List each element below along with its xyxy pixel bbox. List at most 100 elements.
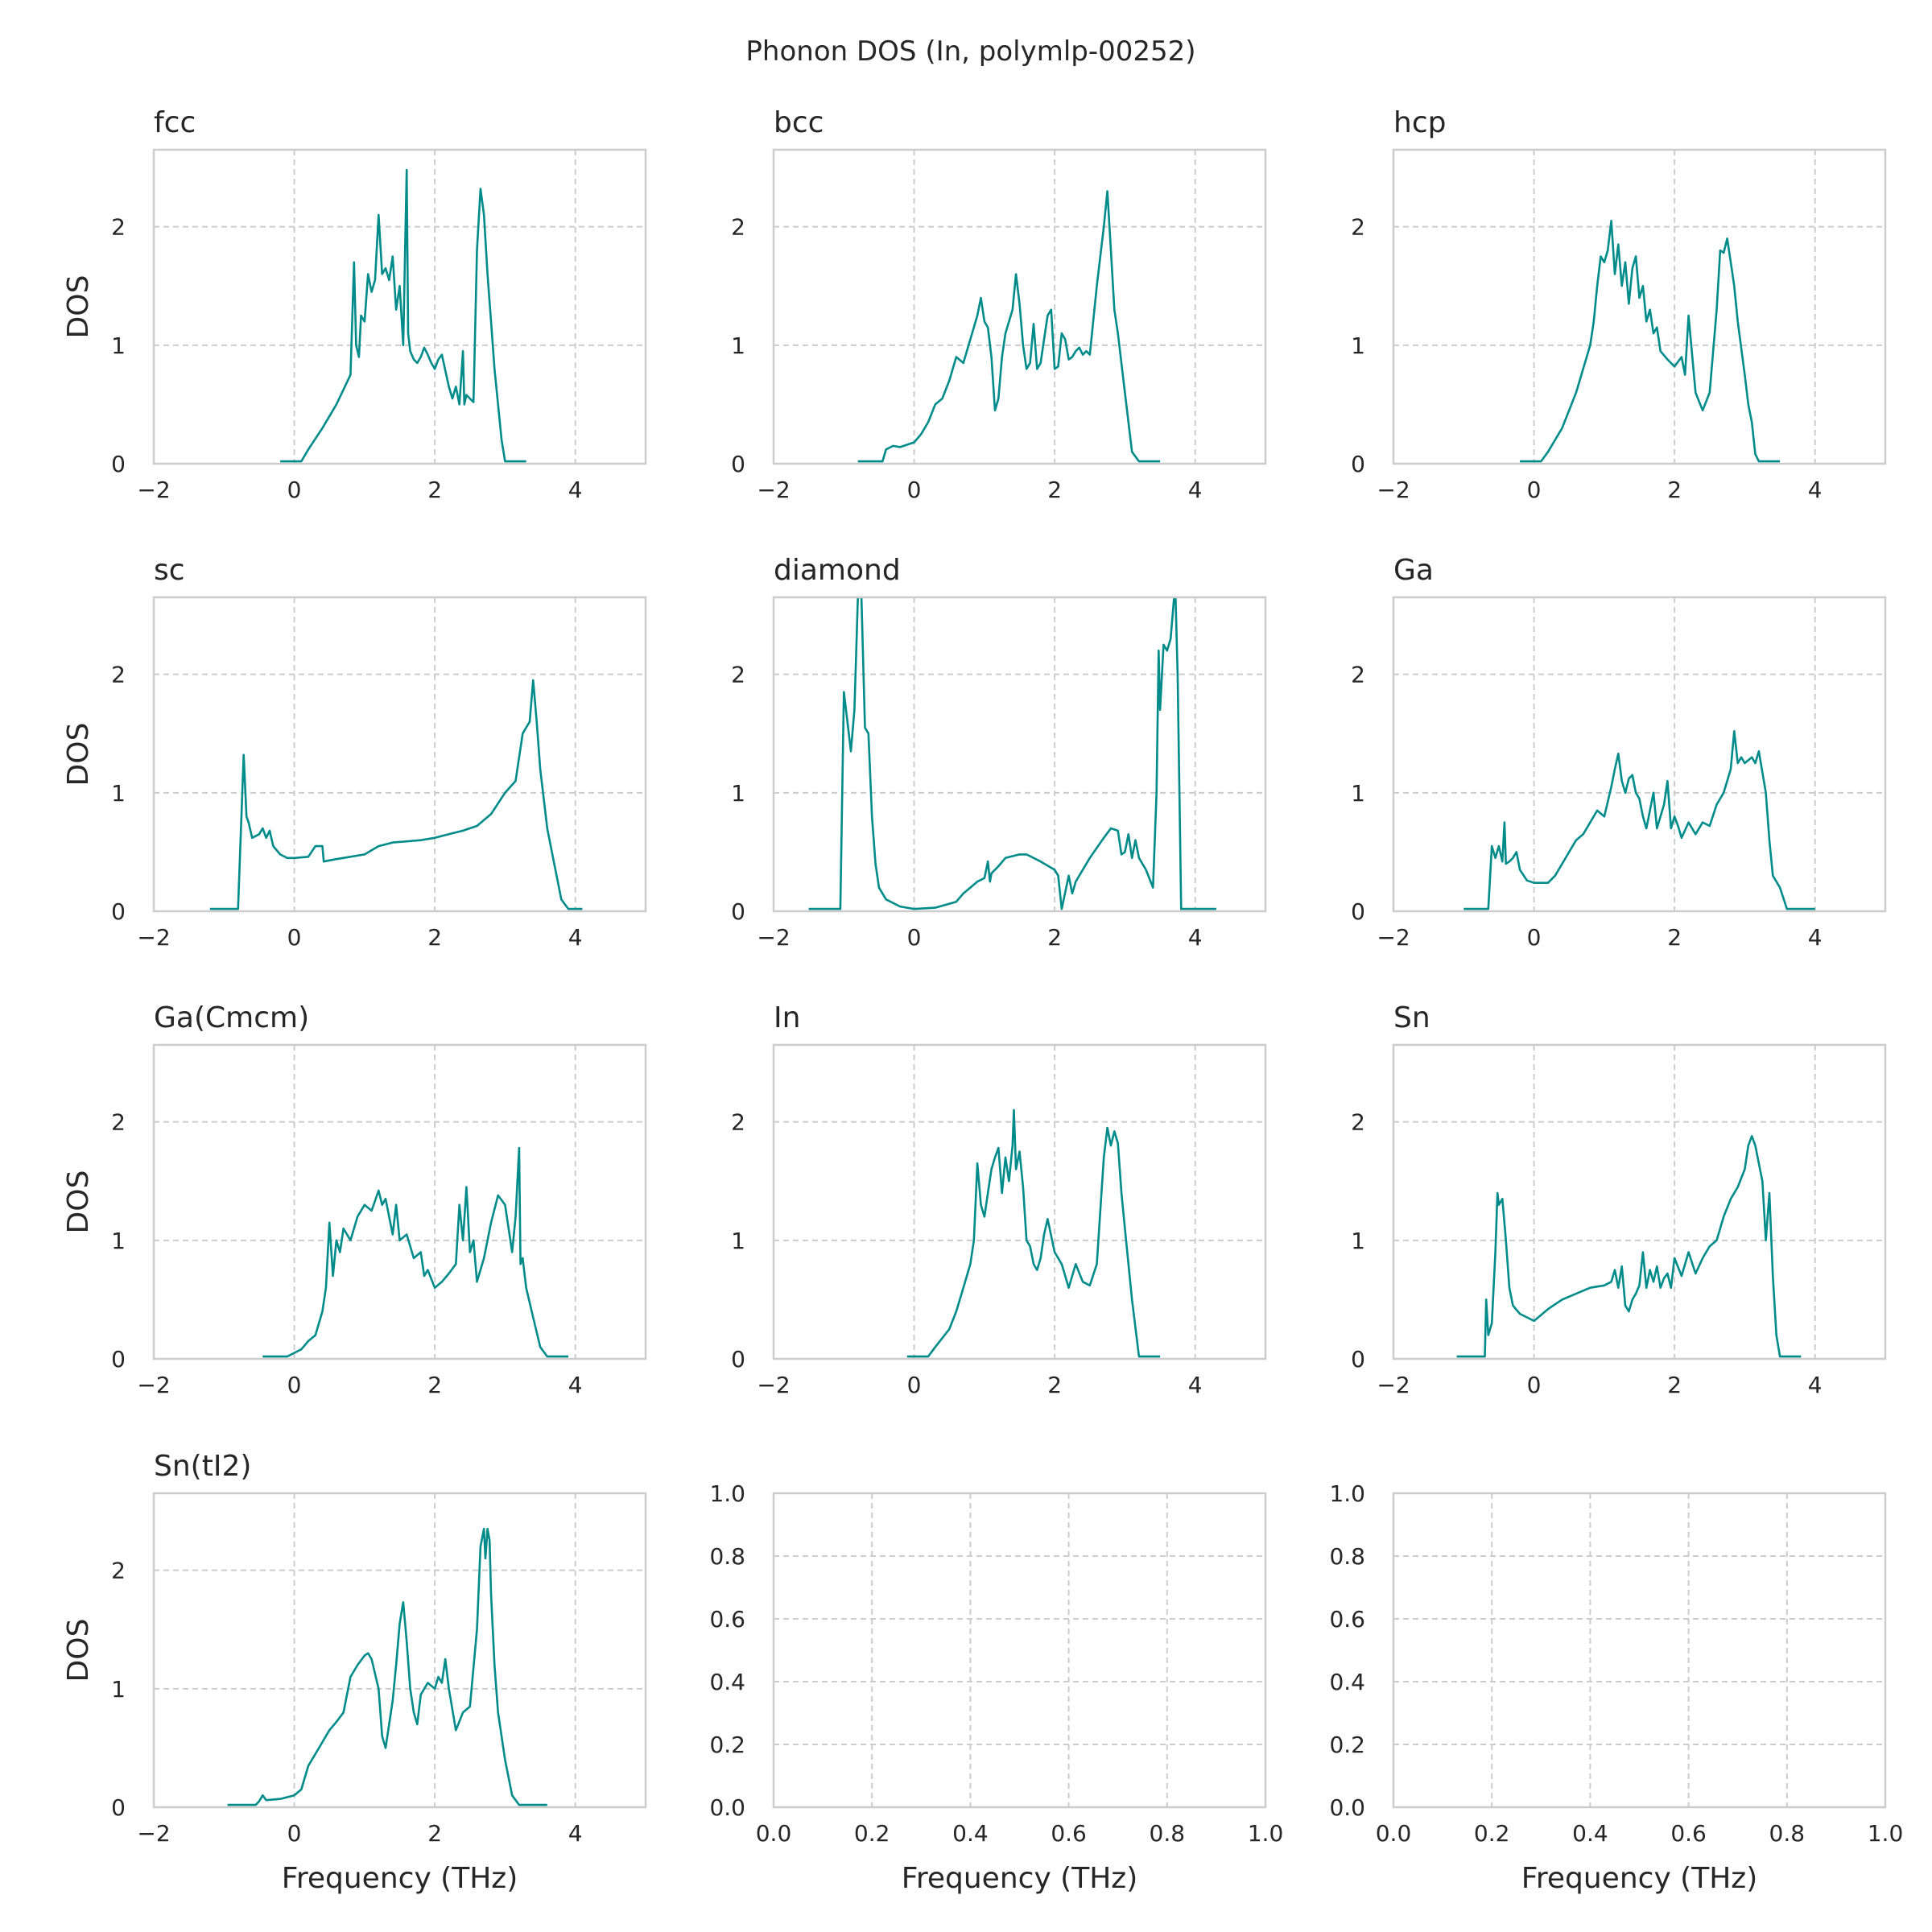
axes-frame (772, 1492, 1267, 1809)
subplot-title: hcp (1393, 106, 1446, 139)
x-tick-label: 2 (427, 477, 442, 503)
y-tick-label: 2 (1351, 662, 1365, 688)
dos-line (1520, 219, 1781, 463)
x-tick-label: −2 (137, 1372, 170, 1398)
axes-frame (1392, 596, 1887, 913)
y-tick-label: 0 (1351, 898, 1365, 925)
y-tick-label: 0.4 (1329, 1669, 1365, 1695)
x-tick-label: 4 (1188, 924, 1203, 951)
x-tick-label: 1.0 (1868, 1820, 1904, 1847)
x-tick-label: 0 (287, 477, 302, 503)
axes-frame (1392, 148, 1887, 465)
dos-line (857, 190, 1161, 463)
axes-frame (1392, 1492, 1887, 1809)
y-tick-label: 2 (731, 214, 745, 241)
y-tick-label: 0.6 (709, 1606, 745, 1633)
y-axis-label: DOS (62, 723, 95, 786)
x-tick-label: −2 (757, 924, 790, 951)
x-tick-label: −2 (137, 477, 170, 503)
y-axis-label: DOS (62, 1170, 95, 1234)
x-tick-label: 4 (1808, 1372, 1823, 1398)
x-tick-label: 0.8 (1150, 1820, 1186, 1847)
y-tick-label: 0.2 (709, 1732, 745, 1758)
y-tick-label: 0 (111, 451, 126, 477)
y-tick-label: 0 (731, 451, 745, 477)
x-tick-label: −2 (757, 1372, 790, 1398)
subplot-sn: −2 0 2 4 0 1 2 Sn (1351, 1001, 1887, 1398)
y-tick-label: 1 (111, 332, 126, 359)
subplot-title: Ga(Cmcm) (154, 1001, 309, 1034)
x-tick-label: 0 (907, 924, 922, 951)
x-tick-label: 4 (1808, 924, 1823, 951)
x-tick-label: 0.8 (1769, 1820, 1806, 1847)
dos-line (227, 1527, 547, 1806)
subplot-ga-cmcm-: −2 0 2 4 0 1 2 Ga(Cmcm) DOS (62, 1001, 647, 1398)
axes-frame (152, 1043, 647, 1360)
subplot-ga: −2 0 2 4 0 1 2 Ga (1351, 554, 1887, 951)
y-tick-label: 0.0 (1329, 1794, 1365, 1821)
y-tick-label: 2 (1351, 214, 1365, 241)
x-axis-label: Frequency (THz) (902, 1862, 1137, 1895)
y-tick-label: 1 (1351, 780, 1365, 807)
axes-frame (152, 1492, 647, 1809)
subplot-title: Sn(tI2) (154, 1450, 251, 1483)
subplot-grid: −2 0 2 4 0 1 2 fcc DOS −2 0 2 4 0 1 2 bcc −2 0 2 4 0 1 2 hcp −2 0 2… (62, 106, 1903, 1895)
x-tick-label: 0.6 (1670, 1820, 1707, 1847)
subplot-title: fcc (154, 106, 196, 139)
subplot-title: Ga (1393, 554, 1434, 587)
x-tick-label: 0.0 (756, 1820, 792, 1847)
dos-line (262, 1146, 568, 1358)
y-tick-label: 0.8 (1329, 1543, 1365, 1570)
dos-line (808, 597, 1216, 910)
x-tick-label: 0 (1527, 1372, 1542, 1398)
x-tick-label: 0 (1527, 924, 1542, 951)
dos-line (1463, 729, 1815, 910)
y-tick-label: 0 (111, 898, 126, 925)
x-tick-label: 2 (1047, 1372, 1062, 1398)
y-tick-label: 2 (111, 1109, 126, 1136)
dos-line (906, 1108, 1161, 1358)
y-tick-label: 0 (731, 1346, 745, 1373)
y-tick-label: 1 (731, 780, 745, 807)
x-tick-label: 0.2 (854, 1820, 890, 1847)
x-tick-label: 2 (1667, 477, 1682, 503)
x-tick-label: −2 (757, 477, 790, 503)
x-tick-label: −2 (137, 1820, 170, 1847)
y-tick-label: 2 (731, 662, 745, 688)
subplot-sn-ti2-: −2 0 2 4 0 1 2 Sn(tI2) DOS Frequency (THz) (62, 1450, 647, 1895)
subplot-sc: −2 0 2 4 0 1 2 sc DOS (62, 554, 647, 951)
subplot-bcc: −2 0 2 4 0 1 2 bcc (731, 106, 1267, 503)
x-tick-label: 0.6 (1051, 1820, 1087, 1847)
axes-frame (152, 596, 647, 913)
x-tick-label: −2 (1377, 924, 1410, 951)
axes-frame (152, 148, 647, 465)
y-tick-label: 1.0 (709, 1480, 745, 1507)
x-axis-label: Frequency (THz) (282, 1862, 518, 1895)
subplot-diamond: −2 0 2 4 0 1 2 diamond (731, 554, 1267, 951)
y-tick-label: 2 (1351, 1109, 1365, 1136)
y-tick-label: 1 (1351, 1228, 1365, 1254)
x-tick-label: 0 (287, 1372, 302, 1398)
x-tick-label: 4 (568, 477, 583, 503)
subplot-hcp: −2 0 2 4 0 1 2 hcp (1351, 106, 1887, 503)
figure-title: Phonon DOS (In, polymlp-00252) (745, 35, 1195, 68)
y-tick-label: 2 (111, 214, 126, 241)
axes-frame (1392, 1043, 1887, 1360)
y-tick-label: 1 (1351, 332, 1365, 359)
y-tick-label: 1.0 (1329, 1480, 1365, 1507)
x-tick-label: 0 (287, 924, 302, 951)
x-tick-label: 4 (568, 1820, 583, 1847)
y-tick-label: 0 (731, 898, 745, 925)
y-axis-label: DOS (62, 275, 95, 339)
y-tick-label: 0 (1351, 1346, 1365, 1373)
x-tick-label: 1.0 (1248, 1820, 1284, 1847)
y-tick-label: 0 (1351, 451, 1365, 477)
y-tick-label: 1 (111, 1228, 126, 1254)
x-tick-label: 4 (1188, 1372, 1203, 1398)
x-tick-label: −2 (1377, 1372, 1410, 1398)
y-tick-label: 2 (111, 662, 126, 688)
axes-frame (772, 596, 1267, 913)
axes-frame (772, 1043, 1267, 1360)
y-tick-label: 1 (731, 332, 745, 359)
